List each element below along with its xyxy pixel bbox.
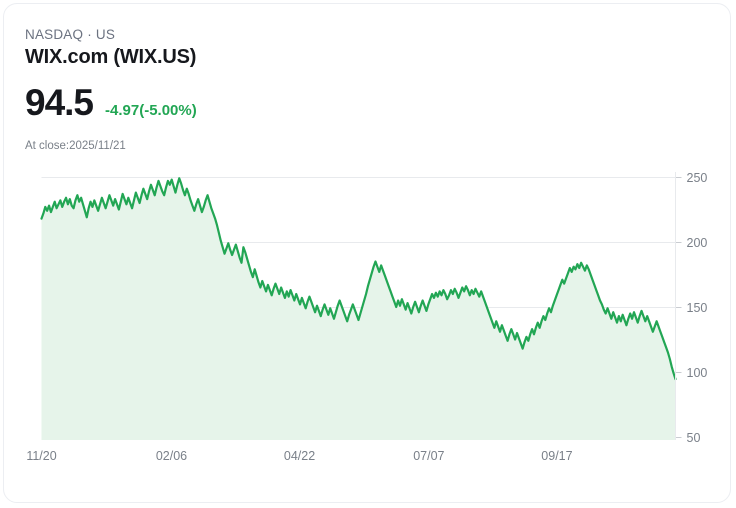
separator-dot: · (87, 27, 92, 42)
price-change: -4.97(-5.00%) (105, 102, 197, 119)
current-price: 94.5 (25, 82, 94, 123)
exchange-name: NASDAQ (25, 27, 84, 42)
country-code: US (95, 27, 116, 42)
exchange-info: NASDAQ · US (25, 27, 115, 42)
price-row: 94.5 -4.97(-5.00%) (25, 84, 197, 122)
close-timestamp: At close:2025/11/21 (25, 140, 126, 152)
page-title: WIX.com (WIX.US) (25, 46, 197, 68)
stock-quote-card: NASDAQ · US WIX.com (WIX.US) 94.5 -4.97(-5… (3, 3, 731, 503)
